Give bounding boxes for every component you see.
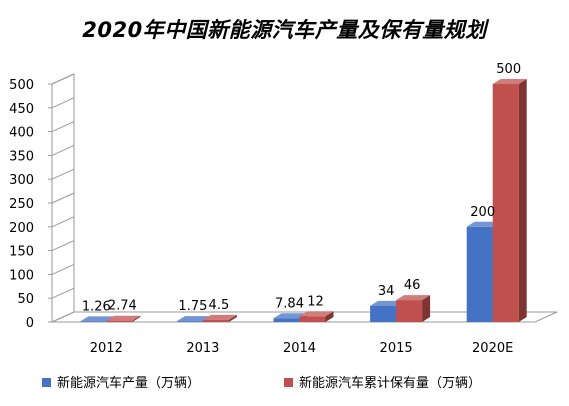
bar-front-0-1: [176, 321, 203, 322]
bar-side-1-0: [132, 315, 141, 322]
bar-side-1-1: [228, 314, 237, 322]
bar-1-1: [202, 314, 237, 322]
y-gridline-3: [51, 240, 75, 252]
data-label-1-3: 46: [404, 278, 421, 293]
bars: [80, 79, 527, 322]
bar-1-0: [106, 315, 141, 322]
x-tick-label-2: 2014: [283, 341, 316, 356]
y-tick-label-6: 300: [9, 173, 34, 188]
x-tick-label-4: 2020E: [472, 341, 513, 356]
legend-item-production: 新能源汽车产量（万辆）: [42, 372, 200, 391]
data-label-0-1: 1.75: [178, 299, 207, 314]
y-tick-label-4: 200: [9, 221, 34, 236]
y-gridline-2: [51, 263, 75, 275]
bar-side-1-2: [325, 311, 334, 322]
x-tick-label-1: 2013: [186, 341, 219, 356]
data-label-1-0: 2.74: [108, 299, 137, 314]
y-tick-label-9: 450: [9, 102, 34, 117]
legend: 新能源汽车产量（万辆） 新能源汽车累计保有量（万辆）: [42, 367, 562, 395]
bar-top-1-0: [106, 315, 141, 321]
bar-side-1-4: [518, 79, 527, 322]
bar-1-4: [492, 79, 527, 322]
legend-swatch-stock: [284, 378, 293, 387]
bar-top-0-3: [370, 300, 405, 306]
bar-top-0-4: [466, 221, 501, 227]
legend-item-stock: 新能源汽车累计保有量（万辆）: [284, 372, 481, 391]
bar-front-1-3: [396, 300, 423, 322]
chart-title: 2020年中国新能源汽车产量及保有量规划: [82, 18, 487, 42]
y-tick-label-7: 350: [9, 149, 34, 164]
legend-swatch-production: [42, 378, 51, 387]
bar-front-1-2: [299, 316, 326, 322]
y-tick-label-10: 500: [9, 78, 34, 93]
bar-top-0-1: [176, 316, 211, 322]
bar-top-1-4: [492, 79, 527, 84]
data-label-1-4: 500: [496, 62, 521, 77]
bar-front-0-4: [466, 226, 493, 322]
bar-top-0-0: [80, 316, 115, 322]
bar-1-2: [299, 311, 334, 322]
bar-top-1-3: [396, 295, 431, 301]
x-axis: 2012 2013 2014 2015 2020E: [90, 341, 514, 356]
data-label-1-2: 12: [307, 294, 324, 309]
y-tick-label-1: 50: [17, 292, 34, 307]
bar-top-1-1: [202, 314, 237, 320]
y-gridline-9: [51, 97, 75, 109]
y-gridline-0: [51, 311, 75, 323]
y-tick-label-8: 400: [9, 126, 34, 141]
data-labels: 1.262.74 1.75 4.5 7.84 12 34 46 200 500: [82, 62, 521, 314]
y-tick-label-5: 250: [9, 197, 34, 212]
bar-front-0-3: [370, 305, 397, 322]
y-tick-label-2: 100: [9, 268, 34, 283]
y-gridline-10: [51, 73, 75, 85]
bar-side-1-3: [422, 295, 431, 322]
y-axis: 0 50 100 150 200 250 300 350 400 450 500: [9, 73, 75, 331]
data-label-1-1: 4.5: [209, 298, 230, 313]
data-label-0-2: 7.84: [275, 296, 304, 311]
data-label-0-0: 1.26: [82, 299, 111, 314]
x-tick-label-3: 2015: [380, 341, 413, 356]
data-label-0-4: 200: [470, 205, 495, 220]
y-gridline-6: [51, 168, 75, 180]
legend-label-stock: 新能源汽车累计保有量（万辆）: [299, 376, 482, 391]
x-tick-label-0: 2012: [90, 341, 123, 356]
bar-top-0-2: [273, 313, 308, 319]
data-label-0-3: 34: [378, 284, 395, 299]
y-gridline-5: [51, 192, 75, 204]
bar-front-0-0: [80, 321, 107, 322]
y-tick-label-3: 150: [9, 245, 34, 260]
bar-front-1-0: [106, 320, 133, 322]
legend-label-production: 新能源汽车产量（万辆）: [57, 376, 201, 391]
bar-top-1-2: [299, 311, 334, 317]
bar-1-3: [396, 295, 431, 322]
y-gridline-1: [51, 287, 75, 299]
y-gridline-4: [51, 216, 75, 228]
y-tick-label-0: 0: [26, 316, 34, 331]
bar-front-0-2: [273, 318, 300, 322]
y-gridline-7: [51, 144, 75, 156]
y-gridline-8: [51, 121, 75, 133]
bar-front-1-1: [202, 319, 229, 322]
bar-front-1-4: [492, 84, 519, 322]
